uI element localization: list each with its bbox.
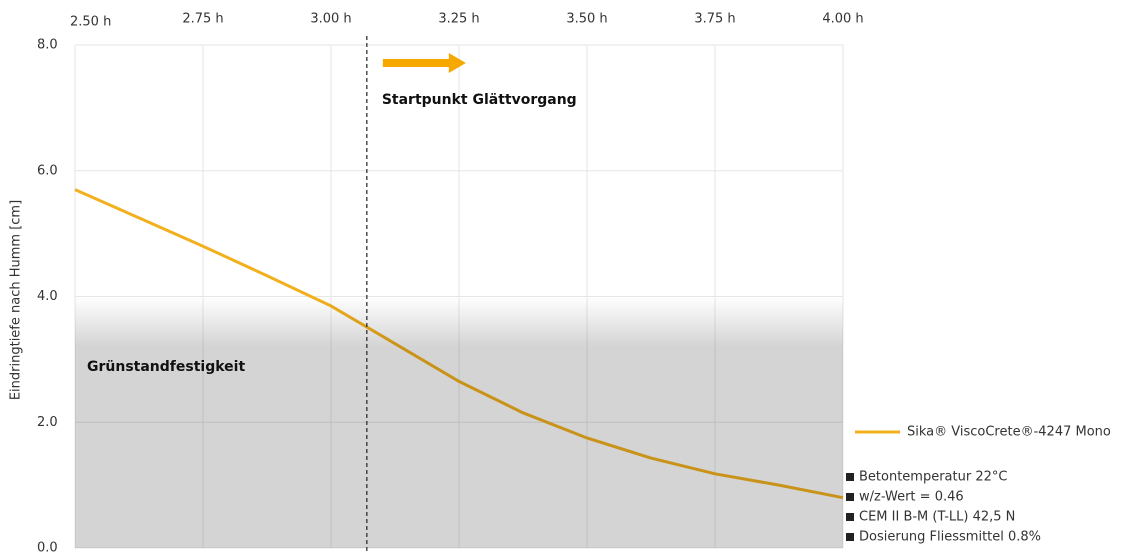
note-bullet bbox=[846, 533, 854, 541]
note: Dosierung Fliessmittel 0.8% bbox=[859, 530, 1041, 545]
x-tick-label: 2.75 h bbox=[182, 12, 223, 27]
note-bullet bbox=[846, 493, 854, 501]
y-axis-title: Eindringtiefe nach Humm [cm] bbox=[9, 200, 24, 400]
note: CEM II B-M (T-LL) 42,5 N bbox=[859, 510, 1015, 525]
band bbox=[75, 296, 843, 548]
note: Betontemperatur 22°C bbox=[859, 470, 1007, 485]
y-tick-label: 0.0 bbox=[37, 541, 58, 554]
x-tick-label: 3.25 h bbox=[438, 12, 479, 27]
note-bullet bbox=[846, 473, 854, 481]
x-tick-label: 3.75 h bbox=[694, 12, 735, 27]
marker-label: Startpunkt Glättvorgang bbox=[382, 92, 577, 108]
arrow bbox=[382, 53, 466, 73]
x-tick-label: 4.00 h bbox=[822, 12, 863, 27]
y-tick-label: 6.0 bbox=[37, 163, 58, 178]
y-tick-label: 2.0 bbox=[37, 415, 58, 430]
y-tick-label: 8.0 bbox=[37, 38, 58, 53]
note-bullet bbox=[846, 513, 854, 521]
y-tick-label: 4.0 bbox=[37, 289, 58, 304]
legend-label: Sika® ViscoCrete®-4247 Mono bbox=[907, 425, 1111, 440]
x-tick-label: 3.00 h bbox=[310, 12, 351, 27]
x-tick-label: 3.50 h bbox=[566, 12, 607, 27]
band-label: Grünstandfestigkeit bbox=[87, 359, 245, 375]
note: w/z-Wert = 0.46 bbox=[859, 490, 964, 505]
x-tick-label: 2.50 h bbox=[70, 15, 111, 30]
